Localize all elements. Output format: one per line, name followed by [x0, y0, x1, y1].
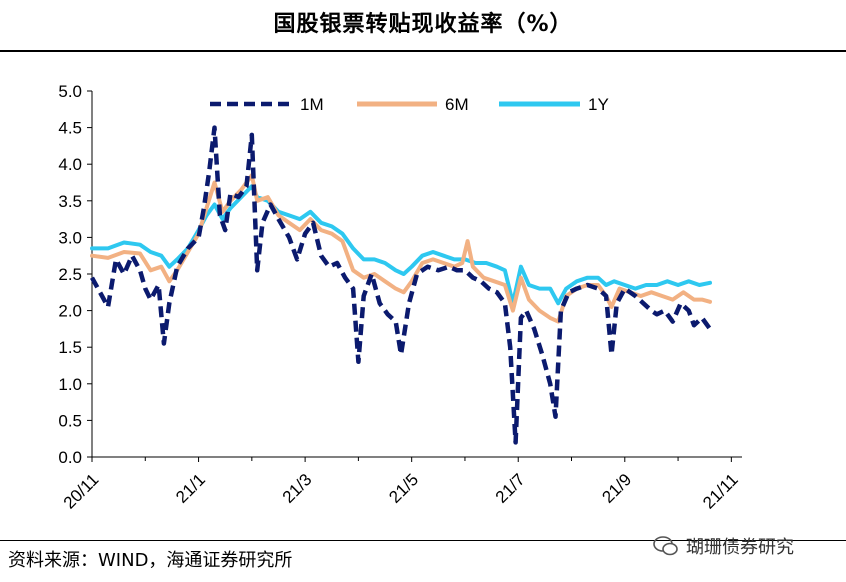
y-tick-label: 2.5 [58, 265, 82, 284]
y-tick-label: 0.5 [58, 411, 82, 430]
series-layer [90, 125, 712, 445]
chart-legend: 1M 6M 1Y [210, 95, 609, 114]
y-tick-label: 3.5 [58, 192, 82, 211]
series-line-6m [90, 173, 712, 324]
y-tick-label: 1.0 [58, 375, 82, 394]
series-line-1y [90, 184, 712, 306]
x-tick-label: 21/9 [598, 470, 635, 507]
legend-label-1y: 1Y [588, 95, 609, 114]
x-tick-label: 21/7 [492, 470, 529, 507]
title-divider [0, 50, 846, 52]
watermark: 瑚珊债券研究 [652, 533, 794, 559]
x-tick-label: 21/1 [172, 470, 209, 507]
y-tick-label: 2.0 [58, 302, 82, 321]
y-tick-label: 0.0 [58, 448, 82, 467]
footer-divider [0, 540, 846, 541]
y-tick-label: 1.5 [58, 338, 82, 357]
legend-label-1m: 1M [300, 95, 324, 114]
y-tick-label: 4.5 [58, 119, 82, 138]
wechat-icon [653, 536, 678, 556]
legend-label-6m: 6M [445, 95, 469, 114]
x-tick-label: 20/11 [60, 470, 103, 513]
series-line-1m [90, 125, 712, 445]
x-tick-label: 21/11 [699, 470, 742, 513]
y-tick-label: 4.0 [58, 155, 82, 174]
chart-title: 国股银票转贴现收益率（%） [273, 12, 573, 37]
line-chart: 0.0 0.5 1.0 1.5 2.0 2.5 3.0 3.5 4.0 4.5 5.0 20/11 21… [58, 82, 742, 513]
watermark-text: 瑚珊债券研究 [686, 537, 794, 558]
x-tick-label: 21/3 [279, 470, 316, 507]
y-tick-label: 3.0 [58, 228, 82, 247]
x-tick-label: 21/5 [385, 470, 422, 507]
y-tick-label: 5.0 [58, 82, 82, 101]
source-note: 资料来源：WIND，海通证券研究所 [8, 550, 293, 571]
